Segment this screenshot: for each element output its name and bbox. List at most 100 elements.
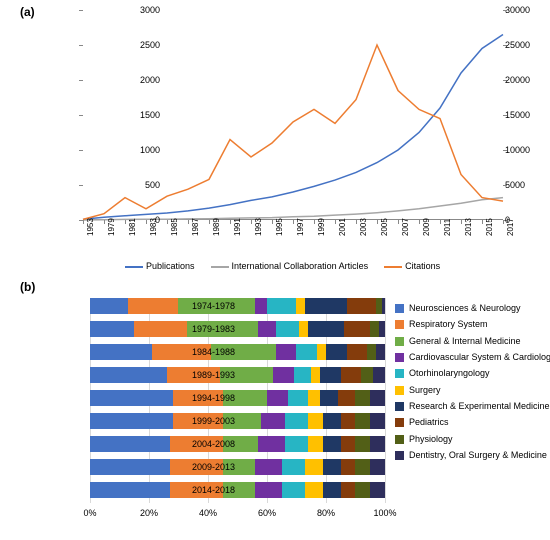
bar-segment <box>255 482 282 498</box>
bar-segment <box>323 413 341 429</box>
y-left-tickmark <box>79 10 83 11</box>
bar-segment <box>90 298 128 314</box>
bar-segment <box>288 390 309 406</box>
y-right-tick: 30000 <box>505 5 530 15</box>
x-tickmark <box>293 220 294 224</box>
x-tickmark <box>209 220 210 224</box>
bar-segment <box>308 436 323 452</box>
x-tickmark <box>272 220 273 224</box>
bar-segment <box>258 321 276 337</box>
stacked-bar <box>90 367 385 383</box>
legend-label-b: Neurosciences & Neurology <box>409 303 521 313</box>
bar-segment <box>341 413 356 429</box>
x-tickmark <box>440 220 441 224</box>
bar-segment <box>273 367 294 383</box>
legend-label-b: Dentistry, Oral Surgery & Medicine <box>409 450 547 460</box>
grid-line <box>385 298 386 503</box>
y-right-tick: 20000 <box>505 75 530 85</box>
bar-segment <box>296 344 317 360</box>
x-tick-b: 60% <box>258 508 276 518</box>
legend-swatch <box>211 266 229 268</box>
legend-swatch-b <box>395 369 404 378</box>
x-tick: 1995 <box>275 218 284 236</box>
bar-segment <box>258 436 285 452</box>
legend-swatch <box>125 266 143 268</box>
legend-label-b: Otorhinolaryngology <box>409 368 490 378</box>
bar-segment <box>128 298 178 314</box>
x-tick-b: 20% <box>140 508 158 518</box>
period-label: 1979-1983 <box>175 324 235 334</box>
bar-segment <box>367 344 376 360</box>
x-tickmark <box>104 220 105 224</box>
legend-label-b: Respiratory System <box>409 319 488 329</box>
x-tick: 1987 <box>191 218 200 236</box>
legend-label-b: Pediatrics <box>409 417 449 427</box>
bar-segment <box>255 298 267 314</box>
bar-segment <box>355 436 370 452</box>
x-tick: 1983 <box>149 218 158 236</box>
legend-swatch-b <box>395 402 404 411</box>
y-left-tick: 2000 <box>120 75 160 85</box>
legend-item-b: General & Internal Medicine <box>395 336 550 346</box>
x-tick: 2011 <box>443 219 452 236</box>
legend-swatch-b <box>395 304 404 313</box>
legend-item-b: Surgery <box>395 385 550 395</box>
stacked-bar <box>90 344 385 360</box>
stacked-bar <box>90 459 385 475</box>
legend-item: Publications <box>125 261 195 271</box>
bar-segment <box>294 367 312 383</box>
x-tick: 1985 <box>170 218 179 236</box>
legend-label: Citations <box>405 261 440 271</box>
x-tick: 1999 <box>317 218 326 236</box>
x-tickmark <box>461 220 462 224</box>
y-left-tickmark <box>79 150 83 151</box>
bar-segment <box>344 321 371 337</box>
legend-a: Publications International Collaboration … <box>125 261 440 271</box>
bar-segment <box>347 298 377 314</box>
x-tickmark <box>335 220 336 224</box>
legend-item-b: Dentistry, Oral Surgery & Medicine <box>395 450 550 460</box>
y-left-tick: 500 <box>120 180 160 190</box>
bar-segment <box>282 459 306 475</box>
bar-segment <box>379 321 385 337</box>
bar-segment <box>370 390 385 406</box>
bar-segment <box>355 459 370 475</box>
bar-segment <box>323 436 341 452</box>
series-line <box>83 45 503 219</box>
stacked-bar <box>90 482 385 498</box>
x-tick: 1981 <box>128 218 137 236</box>
legend-b: Neurosciences & Neurology Respiratory Sys… <box>395 303 550 466</box>
legend-item: International Collaboration Articles <box>211 261 369 271</box>
period-label: 1989-1993 <box>175 370 235 380</box>
x-tick: 2017 <box>506 218 515 236</box>
period-label: 1984-1988 <box>175 347 235 357</box>
stacked-bar <box>90 436 385 452</box>
bar-segment <box>308 413 323 429</box>
bar-segment <box>90 321 134 337</box>
legend-item-b: Neurosciences & Neurology <box>395 303 550 313</box>
bar-segment <box>90 459 170 475</box>
bar-segment <box>299 321 308 337</box>
legend-label-b: Physiology <box>409 434 453 444</box>
bar-segment <box>347 344 368 360</box>
x-tick-b: 0% <box>83 508 96 518</box>
stacked-bar <box>90 298 385 314</box>
bar-segment <box>255 459 282 475</box>
legend-swatch-b <box>395 386 404 395</box>
period-label: 2004-2008 <box>175 439 235 449</box>
x-tickmark <box>167 220 168 224</box>
y-left-tick: 3000 <box>120 5 160 15</box>
legend-item-b: Otorhinolaryngology <box>395 368 550 378</box>
y-right-tick: 10000 <box>505 145 530 155</box>
stacked-bar <box>90 321 385 337</box>
x-tick-b: 80% <box>317 508 335 518</box>
x-tick: 2005 <box>380 218 389 236</box>
legend-label-b: Research & Experimental Medicine <box>409 401 550 411</box>
legend-swatch-b <box>395 320 404 329</box>
bar-segment <box>285 436 309 452</box>
legend-item-b: Physiology <box>395 434 550 444</box>
x-tick: 2009 <box>422 218 431 236</box>
bar-segment <box>355 482 370 498</box>
x-tickmark <box>377 220 378 224</box>
x-tick: 1953 <box>86 218 95 236</box>
